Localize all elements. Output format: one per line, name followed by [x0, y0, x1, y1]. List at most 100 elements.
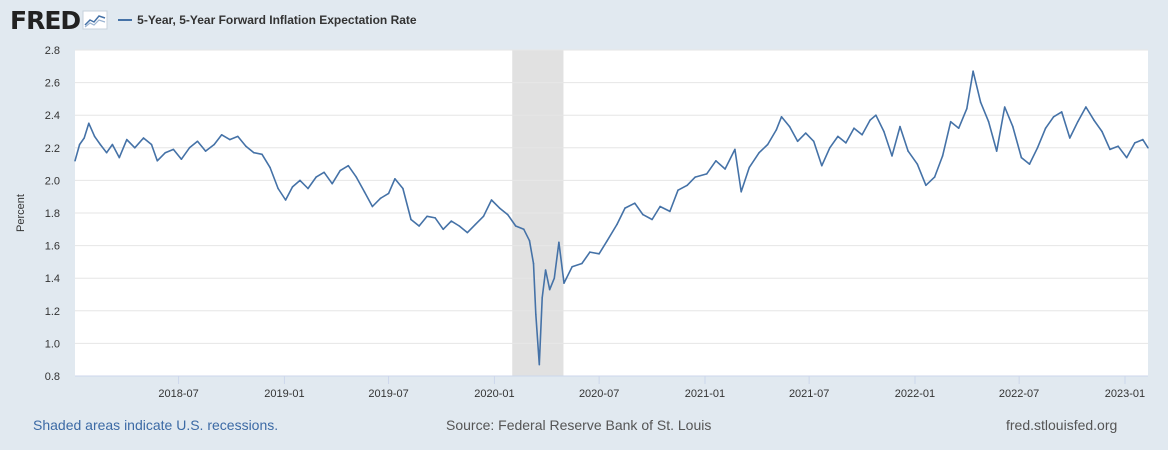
data-point	[571, 266, 573, 268]
data-point	[172, 148, 175, 151]
data-point	[548, 288, 551, 291]
data-point	[261, 153, 263, 156]
data-point	[74, 160, 76, 162]
data-point	[861, 134, 863, 136]
data-point	[118, 156, 121, 159]
data-point	[669, 210, 671, 213]
data-point	[1028, 163, 1031, 165]
data-point	[105, 151, 108, 154]
data-point	[748, 166, 751, 169]
data-point	[506, 213, 509, 216]
line-chart[interactable]: 0.8 1.0 1.2 1.4 1.6 1.8 2.0 2.2 2.4 2.6 2.8 2018-07…	[0, 0, 1168, 410]
data-point	[780, 116, 783, 118]
data-point	[490, 199, 493, 201]
y-tick-label: 1.0	[45, 338, 60, 350]
y-tick-label: 2.6	[45, 78, 60, 90]
data-point	[363, 191, 366, 193]
data-point	[1069, 137, 1071, 139]
data-point	[387, 192, 390, 195]
data-point	[553, 277, 556, 280]
data-point	[949, 120, 952, 123]
data-point	[394, 178, 396, 180]
data-point	[558, 241, 560, 244]
data-point	[734, 148, 736, 151]
data-point	[442, 228, 445, 231]
data-point	[99, 143, 102, 146]
data-point	[705, 173, 708, 175]
data-point	[837, 135, 839, 138]
data-point	[616, 223, 618, 226]
data-point	[891, 155, 893, 157]
data-point	[253, 151, 255, 154]
data-point	[466, 231, 469, 234]
data-point	[1020, 156, 1023, 159]
x-tick-label: 2020-07	[579, 388, 619, 400]
data-point	[323, 171, 325, 174]
data-point	[995, 150, 998, 152]
y-tick-label: 2.0	[45, 175, 60, 187]
data-point	[563, 282, 565, 284]
data-point	[284, 199, 287, 201]
data-point	[528, 239, 531, 242]
y-tick-label: 2.4	[45, 110, 60, 122]
data-point	[916, 163, 919, 165]
data-point	[355, 176, 358, 178]
data-point	[875, 114, 877, 116]
data-point	[775, 129, 778, 131]
data-point	[299, 179, 301, 182]
data-point	[624, 207, 626, 209]
chart-legend[interactable]: 5-Year, 5-Year Forward Inflation Expecta…	[118, 13, 417, 27]
data-point	[845, 142, 847, 144]
data-point	[659, 205, 661, 208]
data-point	[78, 143, 81, 146]
data-point	[220, 134, 223, 136]
data-point	[899, 125, 901, 128]
fred-logo[interactable]: FRED	[10, 8, 108, 33]
data-point	[544, 269, 547, 271]
data-point	[523, 228, 525, 231]
data-point	[758, 151, 760, 154]
data-point	[150, 143, 153, 146]
recession-note-link[interactable]: Shaded areas indicate U.S. recessions.	[33, 417, 279, 433]
data-point	[188, 147, 191, 149]
data-point	[93, 135, 96, 138]
x-tick-label: 2021-07	[789, 388, 829, 400]
data-point	[532, 262, 535, 265]
data-point	[535, 313, 537, 315]
data-point	[347, 164, 350, 167]
data-point	[541, 297, 543, 299]
data-point	[1085, 106, 1087, 108]
chart-container: 0.8 1.0 1.2 1.4 1.6 1.8 2.0 2.2 2.4 2.6 2.8 2018-07…	[0, 0, 1168, 410]
data-point	[458, 225, 461, 227]
y-tick-label: 1.8	[45, 208, 60, 220]
chart-header: FRED 5-Year, 5-Year Forward Inflation Ex…	[10, 6, 417, 34]
data-point	[634, 202, 636, 204]
data-point	[677, 189, 679, 191]
data-point	[598, 253, 600, 255]
data-point	[538, 363, 541, 366]
y-tick-label: 1.4	[45, 273, 60, 285]
site-url[interactable]: fred.stlouisfed.org	[1006, 417, 1118, 433]
data-point	[339, 169, 342, 172]
data-point	[142, 137, 145, 139]
fred-logo-text: FRED	[10, 5, 81, 35]
data-point	[933, 176, 936, 178]
data-point	[581, 262, 583, 265]
y-tick-label: 0.8	[45, 371, 60, 383]
data-point	[1101, 130, 1103, 133]
source-credit: Source: Federal Reserve Bank of St. Loui…	[446, 417, 712, 433]
data-point	[180, 158, 183, 160]
data-point	[315, 176, 317, 178]
data-point	[196, 140, 199, 143]
x-tick-label: 2020-01	[474, 388, 514, 400]
data-point	[907, 150, 909, 152]
data-point	[307, 187, 309, 190]
x-tick-label: 2021-01	[685, 388, 725, 400]
data-point	[83, 137, 85, 139]
data-point	[1036, 147, 1039, 149]
data-point	[371, 205, 374, 208]
data-point	[1052, 116, 1055, 118]
data-point	[498, 207, 501, 209]
data-point	[1093, 119, 1095, 121]
data-point	[269, 166, 271, 169]
